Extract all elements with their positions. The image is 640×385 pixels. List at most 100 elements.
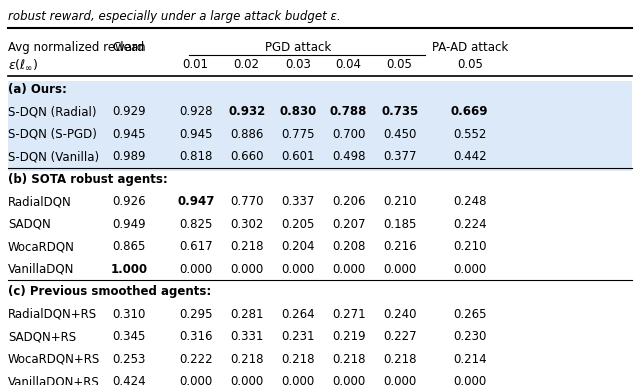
Text: 0.218: 0.218	[230, 353, 264, 366]
Text: 0.830: 0.830	[279, 105, 316, 119]
Text: WocaRDQN: WocaRDQN	[8, 240, 75, 253]
Text: 0.617: 0.617	[179, 240, 212, 253]
Text: 0.03: 0.03	[285, 57, 310, 70]
Text: 0.05: 0.05	[457, 57, 483, 70]
Text: 0.216: 0.216	[383, 240, 417, 253]
Text: 0.000: 0.000	[453, 375, 486, 385]
Text: 0.265: 0.265	[453, 308, 486, 321]
Text: 0.669: 0.669	[451, 105, 488, 119]
Text: 0.345: 0.345	[112, 330, 145, 343]
Text: SADQN: SADQN	[8, 218, 51, 231]
Text: 0.231: 0.231	[281, 330, 314, 343]
Text: VanillaDQN+RS: VanillaDQN+RS	[8, 375, 99, 385]
Text: PA-AD attack: PA-AD attack	[431, 41, 508, 54]
Text: 0.450: 0.450	[383, 128, 417, 141]
Text: (c) Previous smoothed agents:: (c) Previous smoothed agents:	[8, 285, 211, 298]
Text: 0.331: 0.331	[230, 330, 264, 343]
Text: 0.02: 0.02	[234, 57, 260, 70]
Text: 0.185: 0.185	[383, 218, 417, 231]
Text: S-DQN (Radial): S-DQN (Radial)	[8, 105, 96, 119]
Text: PGD attack: PGD attack	[264, 41, 331, 54]
Text: 0.552: 0.552	[453, 128, 486, 141]
Text: 1.000: 1.000	[110, 263, 147, 276]
Text: 0.424: 0.424	[112, 375, 146, 385]
Text: 0.218: 0.218	[383, 353, 417, 366]
Text: 0.01: 0.01	[183, 57, 209, 70]
Text: 0.208: 0.208	[332, 240, 365, 253]
Text: 0.442: 0.442	[453, 151, 486, 163]
Text: (a) Ours:: (a) Ours:	[8, 83, 67, 96]
Text: 0.227: 0.227	[383, 330, 417, 343]
Text: 0.660: 0.660	[230, 151, 264, 163]
Text: VanillaDQN: VanillaDQN	[8, 263, 74, 276]
Text: 0.207: 0.207	[332, 218, 365, 231]
Text: $\epsilon(\ell_\infty)$: $\epsilon(\ell_\infty)$	[8, 57, 38, 72]
Text: 0.928: 0.928	[179, 105, 212, 119]
Text: (b) SOTA robust agents:: (b) SOTA robust agents:	[8, 173, 168, 186]
Text: 0.219: 0.219	[332, 330, 365, 343]
Text: 0.989: 0.989	[112, 151, 145, 163]
Text: 0.926: 0.926	[112, 195, 146, 208]
Text: 0.886: 0.886	[230, 128, 264, 141]
Text: 0.224: 0.224	[453, 218, 486, 231]
Text: 0.818: 0.818	[179, 151, 212, 163]
Text: 0.281: 0.281	[230, 308, 264, 321]
Text: 0.337: 0.337	[281, 195, 314, 208]
Text: 0.230: 0.230	[453, 330, 486, 343]
Text: 0.770: 0.770	[230, 195, 264, 208]
Text: 0.735: 0.735	[381, 105, 419, 119]
Text: 0.316: 0.316	[179, 330, 212, 343]
Text: 0.000: 0.000	[383, 375, 416, 385]
Text: S-DQN (Vanilla): S-DQN (Vanilla)	[8, 151, 99, 163]
Text: 0.204: 0.204	[281, 240, 314, 253]
Text: 0.000: 0.000	[332, 375, 365, 385]
Text: 0.05: 0.05	[387, 57, 413, 70]
Text: 0.000: 0.000	[179, 263, 212, 276]
Text: 0.000: 0.000	[332, 263, 365, 276]
Text: 0.700: 0.700	[332, 128, 365, 141]
Text: 0.932: 0.932	[228, 105, 266, 119]
Text: 0.295: 0.295	[179, 308, 212, 321]
Text: 0.214: 0.214	[453, 353, 486, 366]
Text: 0.945: 0.945	[179, 128, 212, 141]
Text: 0.302: 0.302	[230, 218, 264, 231]
Text: 0.377: 0.377	[383, 151, 417, 163]
Text: 0.601: 0.601	[281, 151, 314, 163]
Text: 0.271: 0.271	[332, 308, 365, 321]
Text: Clean: Clean	[112, 41, 146, 54]
Text: 0.000: 0.000	[230, 375, 263, 385]
Text: 0.218: 0.218	[230, 240, 264, 253]
Text: 0.218: 0.218	[332, 353, 365, 366]
Text: 0.825: 0.825	[179, 218, 212, 231]
Text: S-DQN (S-PGD): S-DQN (S-PGD)	[8, 128, 97, 141]
Text: WocaRDQN+RS: WocaRDQN+RS	[8, 353, 100, 366]
Text: 0.865: 0.865	[112, 240, 145, 253]
Text: 0.947: 0.947	[177, 195, 214, 208]
Text: RadialDQN: RadialDQN	[8, 195, 72, 208]
Text: 0.000: 0.000	[453, 263, 486, 276]
Text: 0.206: 0.206	[332, 195, 365, 208]
Text: 0.498: 0.498	[332, 151, 365, 163]
Text: 0.000: 0.000	[179, 375, 212, 385]
Text: 0.949: 0.949	[112, 218, 146, 231]
Text: 0.310: 0.310	[112, 308, 145, 321]
Text: 0.222: 0.222	[179, 353, 212, 366]
Text: 0.264: 0.264	[281, 308, 314, 321]
Text: 0.218: 0.218	[281, 353, 314, 366]
Text: 0.000: 0.000	[230, 263, 263, 276]
Text: RadialDQN+RS: RadialDQN+RS	[8, 308, 97, 321]
Text: 0.04: 0.04	[335, 57, 362, 70]
Text: 0.000: 0.000	[383, 263, 416, 276]
Text: 0.929: 0.929	[112, 105, 146, 119]
Text: 0.248: 0.248	[453, 195, 486, 208]
Text: 0.775: 0.775	[281, 128, 314, 141]
Text: 0.205: 0.205	[281, 218, 314, 231]
Text: 0.788: 0.788	[330, 105, 367, 119]
Text: 0.945: 0.945	[112, 128, 145, 141]
Text: 0.253: 0.253	[112, 353, 145, 366]
Text: 0.210: 0.210	[383, 195, 417, 208]
Text: 0.240: 0.240	[383, 308, 417, 321]
Text: 0.000: 0.000	[281, 375, 314, 385]
Text: robust reward, especially under a large attack budget ε.: robust reward, especially under a large …	[8, 10, 340, 23]
Text: Avg normalized reward: Avg normalized reward	[8, 41, 144, 54]
